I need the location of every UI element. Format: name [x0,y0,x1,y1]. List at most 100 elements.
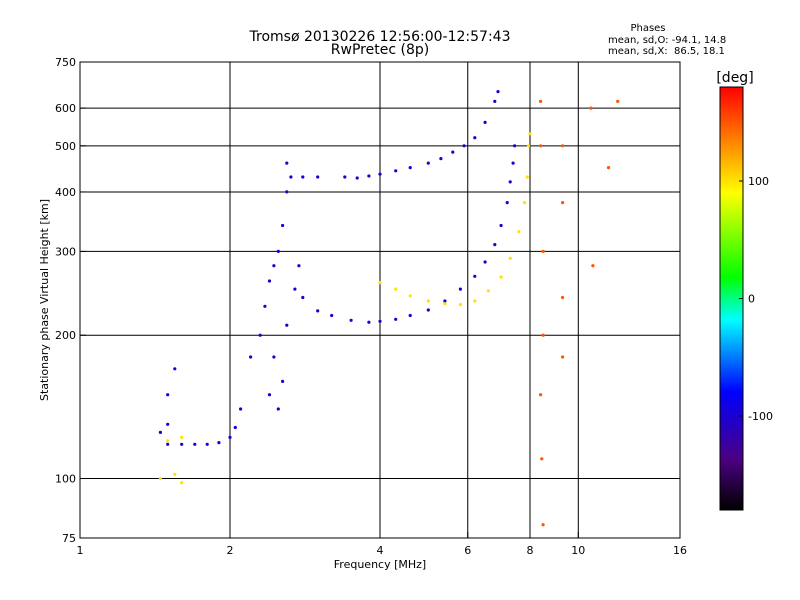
data-point [443,302,447,306]
y-tick-label: 600 [55,102,76,115]
data-point [483,120,487,124]
data-point [496,90,500,94]
data-point [473,136,477,140]
y-tick-label: 200 [55,329,76,342]
data-point [462,144,466,148]
data-point [540,457,544,461]
data-point [589,106,593,110]
data-point [511,161,515,165]
data-point [378,172,382,176]
data-point [458,303,462,307]
chart-subtitle: RwPretec (8p) [331,42,429,58]
data-point [349,318,353,322]
data-point [267,279,272,283]
x-tick-label: 10 [571,544,585,557]
x-tick-label: 8 [527,544,534,557]
data-points [158,90,620,527]
data-point [539,393,543,397]
data-point [180,442,184,446]
data-point [267,393,272,397]
x-tick-label: 2 [227,544,234,557]
colorbar-tick-label: -100 [748,410,773,423]
data-point [541,333,545,337]
data-point [316,175,320,179]
data-point [522,201,527,205]
data-point [276,407,280,411]
data-point [258,333,262,337]
data-point [591,264,595,268]
data-point [499,275,503,279]
y-tick-label: 75 [62,532,76,545]
y-axis-label: Stationary phase Virtual Height [km] [38,199,51,401]
data-point [493,243,497,247]
data-point [228,435,232,439]
data-point [499,223,503,228]
data-point [355,176,359,180]
data-point [343,175,347,179]
stats-line-x: mean, sd,X: 86.5, 18.1 [608,46,725,57]
data-point [408,294,412,298]
data-point [616,99,620,103]
data-point [508,180,512,184]
data-point [505,201,509,205]
y-tick-label: 300 [55,245,76,258]
axis-ticks: 1 2 4 6 8 10 16 75 100 200 300 400 500 600 750 [55,56,687,557]
data-point [394,287,398,291]
data-point [233,425,237,430]
data-point [285,323,289,327]
y-tick-label: 400 [55,186,76,199]
data-point [513,144,517,148]
data-point [173,472,177,476]
data-point [158,476,162,481]
y-tick-label: 750 [55,56,76,69]
data-point [606,166,611,170]
data-point [561,144,565,148]
data-point [193,442,197,446]
data-point [166,393,170,397]
data-point [263,304,267,308]
data-point [561,355,565,359]
data-point [316,309,320,313]
data-point [173,367,177,371]
colorbar-label: [deg] [716,70,753,86]
data-point [158,430,162,434]
x-tick-label: 6 [464,544,471,557]
data-point [426,299,430,303]
x-axis-label: Frequency [MHz] [334,558,426,571]
x-tick-label: 1 [77,544,84,557]
data-point [180,435,184,439]
data-point [517,230,521,234]
data-point [330,313,334,318]
data-point [367,320,371,324]
data-point [301,295,305,300]
stats-line-o: mean, sd,O: -94.1, 14.8 [608,35,726,46]
data-point [394,317,398,321]
data-point [493,99,497,103]
data-point [426,161,430,165]
data-point [426,308,430,312]
stats-heading: Phases [630,23,665,34]
data-point [281,379,285,383]
data-point [541,249,545,253]
data-point [561,201,565,205]
data-point [205,442,209,446]
data-point [528,132,532,136]
y-tick-label: 500 [55,140,76,153]
data-point [541,523,545,527]
data-point [473,299,477,303]
data-point [166,439,170,443]
data-point [508,256,512,260]
data-point [281,223,285,228]
data-point [289,175,293,179]
data-point [285,161,289,165]
colorbar-tick-label: 0 [748,293,755,306]
data-point [301,175,305,179]
data-point [239,407,243,411]
chart-title: Tromsø 20130226 12:56:00-12:57:43 [249,29,511,45]
x-tick-label: 16 [673,544,687,557]
data-point [443,299,447,303]
y-tick-label: 100 [55,473,76,486]
data-point [297,264,301,268]
colorbar: [deg] 100 0 -100 [716,70,773,511]
colorbar-tick-label: 100 [748,175,769,188]
